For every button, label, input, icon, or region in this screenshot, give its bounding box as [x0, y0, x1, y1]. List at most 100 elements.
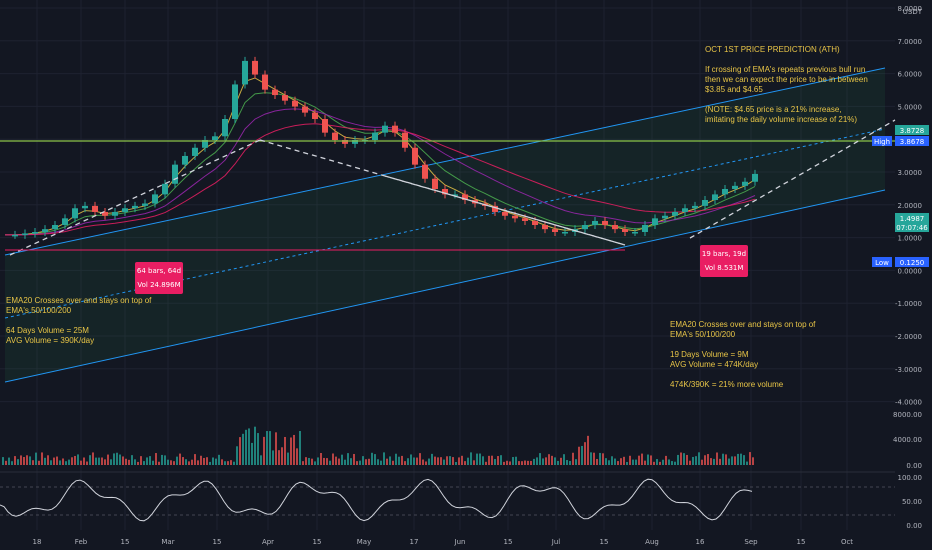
volume-bar [26, 455, 28, 465]
volume-bar [263, 436, 265, 465]
volume-bar [581, 445, 583, 465]
candle-body [242, 60, 248, 85]
volume-bar [137, 461, 139, 465]
price-axis[interactable]: 8.00007.00006.00005.00004.00003.00002.00… [893, 5, 923, 530]
candle-body [742, 181, 748, 186]
candle-body [532, 220, 538, 226]
price-series [12, 56, 758, 239]
volume-bar [608, 460, 610, 465]
volume-bar [77, 454, 79, 465]
time-tick-label: 15 [600, 538, 609, 546]
volume-bar [713, 458, 715, 465]
candle-body [432, 178, 438, 189]
volume-bar [629, 455, 631, 465]
candle-body [422, 164, 428, 179]
price-tick-label: 6.0000 [898, 71, 923, 79]
volume-bar [542, 458, 544, 465]
volume-bar [683, 453, 685, 465]
volume-bar [179, 453, 181, 465]
volume-bar [362, 456, 364, 465]
volume-bar [218, 454, 220, 465]
volume-bar [530, 460, 532, 465]
volume-bar [149, 456, 151, 465]
volume-bar [119, 454, 121, 465]
candle-body [582, 225, 588, 230]
price-tag-value: 1.4987 [900, 215, 925, 223]
volume-bar [512, 457, 514, 465]
volume-bar [131, 455, 133, 465]
price-tag-value: 3.8678 [900, 138, 925, 146]
volume-bar [83, 457, 85, 465]
price-tick-label: -2.0000 [895, 333, 922, 341]
price-tick-label: -3.0000 [895, 366, 922, 374]
volume-bar [164, 455, 166, 465]
volume-bar [395, 453, 397, 465]
volume-bar [749, 452, 751, 465]
candle-body [712, 194, 718, 201]
candle-body [42, 229, 48, 232]
volume-bar [143, 461, 145, 465]
ema-line [5, 123, 756, 236]
time-tick-label: Aug [645, 538, 659, 546]
candle-body [552, 229, 558, 232]
candle-body [22, 233, 28, 235]
volume-bar [632, 459, 634, 465]
volume-bar [599, 452, 601, 465]
volume-bar [338, 458, 340, 465]
candle-body [142, 203, 148, 206]
volume-bar [290, 437, 292, 465]
volume-bar [521, 461, 523, 465]
volume-bar [8, 457, 10, 465]
volume-bar [473, 460, 475, 465]
ema-line [5, 108, 756, 236]
volume-bar [476, 453, 478, 465]
volume-bar [482, 456, 484, 465]
volume-bar [497, 456, 499, 465]
price-tag-name-box [872, 136, 892, 146]
price-tag-box [895, 125, 929, 135]
time-tick-label: 15 [797, 538, 806, 546]
price-tag-value: 0.1250 [900, 259, 925, 267]
volume-bar [695, 456, 697, 465]
volume-bar [356, 461, 358, 465]
candle-body [72, 208, 78, 219]
price-tick-label: 3.0000 [898, 169, 923, 177]
volume-bar [146, 457, 148, 465]
volume-bar [140, 456, 142, 465]
volume-tick-label: 4000.00 [893, 436, 922, 444]
volume-bar [719, 458, 721, 465]
prediction-dashed-line [689, 119, 896, 239]
price-tag-box [895, 257, 929, 267]
volume-bar [227, 461, 229, 465]
trend-drawings [0, 119, 896, 256]
volume-bar [431, 453, 433, 465]
volume-bar [416, 457, 418, 465]
volume-bar [449, 456, 451, 465]
time-axis[interactable]: 18 Feb 15 Mar 15 Apr 15 May 17 Jun 15 Jul 15 Aug 16 Sep… [33, 538, 854, 546]
candle-body [202, 140, 208, 148]
volume-bar [596, 458, 598, 465]
volume-bar [305, 457, 307, 465]
candle-body [542, 225, 548, 230]
volume-bar [167, 459, 169, 465]
volume-bar [68, 459, 70, 465]
volume-bar [326, 458, 328, 465]
candle-body [442, 188, 448, 195]
volume-bar [662, 459, 664, 465]
candle-body [182, 155, 188, 165]
volume-bar [740, 453, 742, 465]
price-tag-value: 3.8728 [900, 127, 925, 135]
volume-bar [377, 459, 379, 465]
volume-bar [605, 458, 607, 465]
volume-bar [509, 461, 511, 465]
volume-bar [176, 456, 178, 465]
volume-bar [557, 460, 559, 465]
volume-bar [674, 461, 676, 465]
candle-body [612, 225, 618, 230]
volume-bar [128, 459, 130, 465]
volume-bar [737, 453, 739, 465]
candle-body [82, 205, 88, 209]
volume-bar [89, 455, 91, 465]
volume-bar [383, 452, 385, 465]
